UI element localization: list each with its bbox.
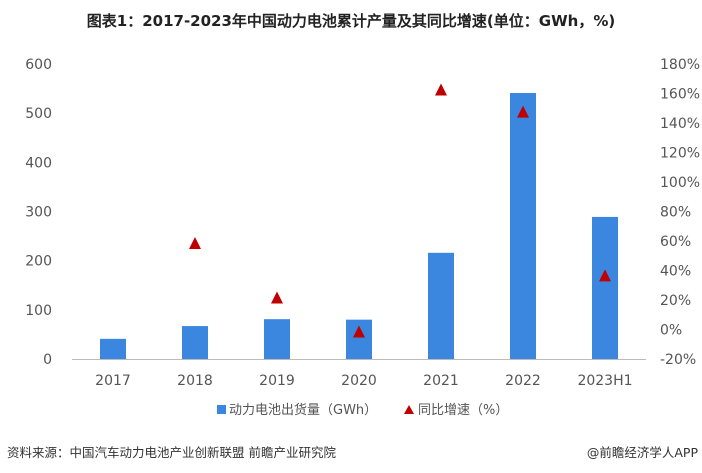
bar-2021	[428, 252, 454, 359]
x-axis-tick: 2018	[177, 373, 213, 389]
chart-title: 图表1：2017-2023年中国动力电池累计产量及其同比增速(单位：GWh，%)	[86, 12, 616, 30]
right-axis-tick: 40%	[660, 264, 691, 280]
right-axis-tick: 120%	[660, 146, 700, 162]
left-axis-tick: 100	[25, 303, 52, 319]
left-axis-tick: 200	[25, 254, 52, 270]
right-axis-tick: 0%	[660, 323, 682, 339]
x-axis-tick: 2019	[259, 373, 295, 389]
right-axis-tick: 160%	[660, 87, 700, 103]
x-axis-tick: 2021	[423, 373, 459, 389]
right-axis-tick: 140%	[660, 116, 700, 132]
source-note: 资料来源：中国汽车动力电池产业创新联盟 前瞻产业研究院	[7, 445, 336, 460]
right-axis-tick: 100%	[660, 175, 700, 191]
growth-marker-2021	[435, 83, 447, 96]
left-axis-tick: 600	[25, 57, 52, 73]
right-axis-tick: 80%	[660, 205, 691, 221]
right-axis-tick: 20%	[660, 293, 691, 309]
right-axis-tick: 60%	[660, 234, 691, 250]
x-axis-tick: 2020	[341, 373, 377, 389]
growth-marker-2023H1	[599, 269, 611, 282]
growth-marker-2022	[517, 105, 529, 118]
bar-2023H1	[592, 216, 618, 359]
growth-marker-2019	[271, 291, 283, 304]
right-axis-tick: 180%	[660, 57, 700, 73]
right-axis-tick: -20%	[660, 352, 696, 368]
credit: @前瞻经济学人APP	[586, 445, 698, 460]
legend-triangle-swatch	[404, 405, 414, 414]
left-axis-tick: 0	[43, 352, 52, 368]
left-axis-tick: 300	[25, 205, 52, 221]
bar-2019	[264, 319, 290, 359]
growth-marker-2020	[353, 325, 365, 338]
x-axis-tick: 2023H1	[577, 373, 632, 389]
left-axis-tick: 400	[25, 155, 52, 171]
bar-2017	[100, 338, 126, 359]
x-axis-tick: 2022	[505, 373, 541, 389]
x-axis-tick: 2017	[95, 373, 131, 389]
bar-2022	[510, 93, 536, 359]
legend-bar-swatch	[217, 405, 226, 414]
legend-growth-label: 同比增速（%）	[418, 403, 508, 418]
left-axis-tick: 500	[25, 106, 52, 122]
legend-bar-label: 动力电池出货量（GWh）	[229, 402, 377, 418]
bar-2018	[182, 326, 208, 359]
growth-marker-2018	[189, 236, 201, 249]
